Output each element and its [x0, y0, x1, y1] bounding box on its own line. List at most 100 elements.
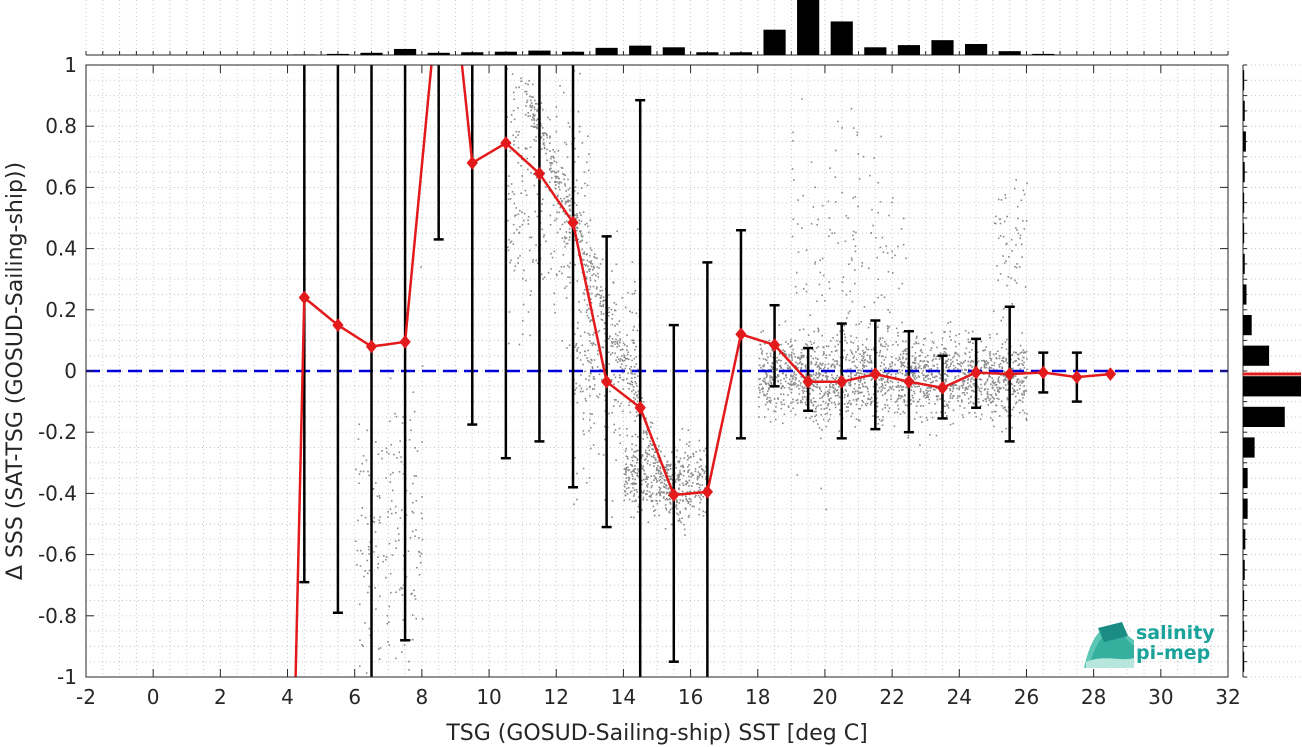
scatter-point	[677, 492, 680, 494]
scatter-point	[1019, 384, 1022, 387]
scatter-point	[990, 383, 992, 385]
scatter-point	[861, 262, 864, 264]
scatter-point	[883, 363, 885, 366]
scatter-point	[827, 393, 829, 396]
scatter-point	[587, 44, 589, 46]
scatter-point	[626, 493, 629, 495]
scatter-point	[610, 353, 612, 356]
scatter-point	[589, 413, 592, 415]
scatter-point	[830, 351, 833, 353]
scatter-point	[780, 387, 783, 390]
scatter-point	[681, 428, 684, 430]
scatter-point	[999, 362, 1002, 365]
scatter-point	[847, 368, 849, 371]
scatter-point	[581, 235, 584, 238]
scatter-point	[834, 149, 837, 152]
scatter-point	[367, 546, 370, 548]
scatter-point	[959, 405, 961, 407]
scatter-point	[558, 21, 560, 23]
scatter-point	[897, 408, 900, 410]
scatter-point	[700, 465, 702, 467]
scatter-point	[989, 401, 992, 404]
scatter-point	[1017, 217, 1019, 220]
scatter-point	[810, 373, 812, 376]
scatter-point	[824, 363, 827, 366]
scatter-point	[867, 398, 870, 400]
scatter-point	[933, 355, 935, 358]
scatter-point	[611, 270, 613, 272]
scatter-point	[623, 485, 626, 488]
scatter-point	[676, 499, 678, 501]
scatter-point	[527, 223, 530, 225]
scatter-point	[569, 209, 571, 212]
scatter-point	[688, 457, 690, 459]
scatter-point	[568, 228, 571, 230]
scatter-point	[834, 388, 836, 390]
scatter-point	[857, 398, 859, 400]
scatter-point	[637, 496, 640, 498]
scatter-point	[913, 371, 916, 374]
scatter-point	[905, 353, 907, 355]
scatter-point	[418, 537, 420, 539]
scatter-point	[777, 398, 779, 400]
scatter-point	[886, 404, 889, 407]
scatter-point	[853, 392, 856, 395]
scatter-point	[945, 365, 948, 368]
scatter-point	[533, 156, 535, 158]
scatter-point	[761, 387, 764, 389]
scatter-point	[1002, 235, 1005, 238]
scatter-point	[915, 341, 917, 343]
scatter-point	[1003, 308, 1005, 310]
scatter-point	[968, 372, 971, 375]
scatter-point	[945, 369, 948, 372]
scatter-point	[854, 282, 856, 285]
scatter-point	[943, 405, 946, 407]
scatter-point	[823, 394, 826, 396]
scatter-point	[899, 413, 902, 415]
scatter-point	[527, 115, 529, 117]
scatter-point	[403, 554, 405, 557]
scatter-point	[549, 150, 551, 152]
scatter-point	[925, 389, 928, 392]
scatter-point	[922, 374, 924, 376]
scatter-point	[628, 401, 631, 403]
scatter-point	[902, 353, 905, 355]
scatter-point	[651, 444, 654, 446]
scatter-point	[926, 419, 929, 421]
scatter-point	[366, 429, 369, 432]
scatter-point	[563, 178, 565, 181]
scatter-point	[889, 311, 891, 314]
scatter-point	[1019, 380, 1021, 383]
scatter-point	[793, 373, 796, 375]
scatter-point	[880, 294, 883, 296]
scatter-point	[994, 392, 997, 395]
scatter-point	[595, 287, 598, 289]
scatter-point	[573, 69, 576, 72]
scatter-point	[642, 430, 645, 432]
scatter-point	[963, 372, 966, 375]
scatter-point	[621, 368, 624, 370]
scatter-point	[679, 469, 681, 472]
scatter-point	[551, 177, 553, 179]
scatter-point	[575, 387, 578, 389]
scatter-point	[578, 301, 580, 303]
scatter-point	[802, 387, 805, 390]
scatter-point	[819, 362, 821, 365]
mean-marker	[735, 327, 747, 342]
scatter-point	[866, 354, 869, 356]
mean-marker	[903, 374, 915, 389]
scatter-point	[524, 90, 526, 93]
scatter-point	[395, 505, 397, 508]
scatter-point	[549, 137, 551, 139]
scatter-point	[589, 254, 591, 257]
scatter-point	[580, 220, 583, 223]
scatter-point	[988, 399, 991, 402]
scatter-point	[978, 387, 980, 390]
scatter-point	[385, 576, 387, 579]
scatter-point	[961, 414, 964, 416]
scatter-point	[688, 501, 690, 503]
scatter-point	[1022, 356, 1024, 359]
scatter-point	[807, 334, 810, 336]
scatter-point	[825, 386, 827, 388]
scatter-point	[944, 331, 946, 333]
